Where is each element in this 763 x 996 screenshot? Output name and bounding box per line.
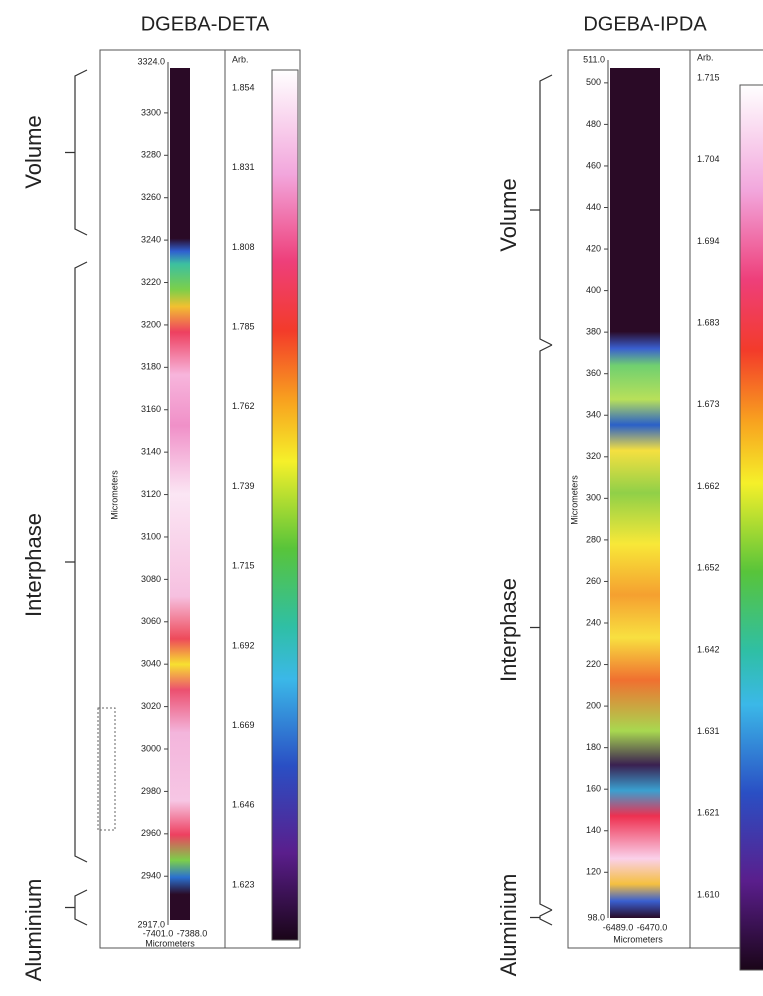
panel-title: DGEBA-IPDA: [583, 13, 707, 35]
x-tick-label: -6489.0: [603, 922, 634, 932]
colorbar-tick-label: 1.673: [697, 399, 720, 409]
y-tick-label: 140: [586, 825, 601, 835]
y-tick-label: 400: [586, 285, 601, 295]
region-label: Interphase: [21, 513, 46, 617]
x-axis-label: Micrometers: [145, 938, 195, 948]
colorbar-label: Arb.: [232, 54, 249, 64]
x-tick-label: -7401.0: [143, 928, 174, 938]
colorbar-tick-label: 1.692: [232, 640, 255, 650]
frame: [689, 49, 763, 949]
y-tick-label: 340: [586, 410, 601, 420]
y-axis-label: Micrometers: [109, 470, 119, 520]
y-tick-label: 3260: [141, 192, 161, 202]
y-tick-label: 260: [586, 576, 601, 586]
y-tick-label: 360: [586, 368, 601, 378]
y-tick-label: 320: [586, 451, 601, 461]
y-tick-label: 160: [586, 784, 601, 794]
y-tick-label: 420: [586, 243, 601, 253]
y-tick-label: 480: [586, 119, 601, 129]
region-label: Volume: [21, 115, 46, 188]
y-limit-bottom: 2917.0: [137, 919, 165, 929]
colorbar-tick-label: 1.642: [697, 644, 720, 654]
panel-title: DGEBA-DETA: [141, 13, 270, 35]
y-tick-label: 2940: [141, 871, 161, 881]
colorbar: [271, 69, 299, 941]
colorbar-tick-label: 1.694: [697, 236, 720, 246]
colorbar-label: Arb.: [697, 52, 714, 62]
frame: [224, 49, 301, 949]
colorbar-tick-label: 1.831: [232, 162, 255, 172]
y-tick-label: 3140: [141, 447, 161, 457]
colorbar-tick-label: 1.662: [697, 481, 720, 491]
y-axis-label: Micrometers: [569, 475, 579, 525]
x-axis-label: Micrometers: [613, 934, 663, 944]
colorbar-tick-label: 1.631: [697, 726, 720, 736]
y-tick-label: 200: [586, 700, 601, 710]
map-strip: [170, 68, 190, 920]
colorbar-tick-label: 1.854: [232, 82, 255, 92]
region-label: Interphase: [496, 578, 521, 682]
colorbar-tick-label: 1.715: [697, 72, 720, 82]
y-tick-label: 3060: [141, 616, 161, 626]
colorbar-tick-label: 1.704: [697, 154, 720, 164]
region-label: Aluminium: [21, 879, 46, 982]
colorbar-tick-label: 1.621: [697, 808, 720, 818]
colorbar-tick-label: 1.669: [232, 720, 255, 730]
x-tick-label: -7388.0: [177, 928, 208, 938]
y-tick-label: 3180: [141, 362, 161, 372]
selection-box: [97, 707, 116, 831]
y-tick-label: 3280: [141, 150, 161, 160]
region-bracket: [530, 909, 553, 926]
colorbar-tick-label: 1.610: [697, 889, 720, 899]
y-tick-label: 280: [586, 534, 601, 544]
y-tick-label: 220: [586, 659, 601, 669]
y-tick-label: 3240: [141, 234, 161, 244]
colorbar-tick-label: 1.683: [697, 317, 720, 327]
y-tick-label: 2980: [141, 786, 161, 796]
y-tick-label: 120: [586, 867, 601, 877]
region-bracket: [65, 261, 88, 863]
y-tick-label: 180: [586, 742, 601, 752]
y-tick-label: 3200: [141, 319, 161, 329]
y-tick-label: 3080: [141, 574, 161, 584]
map-strip: [610, 68, 660, 918]
y-tick-label: 3000: [141, 743, 161, 753]
y-limit-top: 511.0: [583, 54, 605, 64]
y-tick-label: 3160: [141, 404, 161, 414]
region-bracket: [65, 69, 88, 236]
colorbar-tick-label: 1.623: [232, 879, 255, 889]
region-label: Aluminium: [496, 874, 521, 977]
y-tick-label: 380: [586, 327, 601, 337]
y-tick-label: 240: [586, 617, 601, 627]
y-tick-label: 3040: [141, 659, 161, 669]
y-tick-label: 3300: [141, 107, 161, 117]
region-bracket: [65, 889, 88, 926]
region-label: Volume: [496, 178, 521, 251]
y-tick-label: 500: [586, 77, 601, 87]
colorbar-tick-label: 1.715: [232, 561, 255, 571]
y-tick-label: 3020: [141, 701, 161, 711]
y-tick-label: 460: [586, 160, 601, 170]
region-bracket: [530, 74, 553, 346]
colorbar-tick-label: 1.785: [232, 321, 255, 331]
colorbar: [739, 84, 763, 971]
colorbar-tick-label: 1.652: [697, 563, 720, 573]
y-tick-label: 3220: [141, 277, 161, 287]
y-tick-label: 3120: [141, 489, 161, 499]
colorbar-tick-label: 1.739: [232, 481, 255, 491]
y-tick-label: 440: [586, 202, 601, 212]
y-tick-label: 3100: [141, 531, 161, 541]
colorbar-tick-label: 1.762: [232, 401, 255, 411]
y-tick-label: 2960: [141, 828, 161, 838]
colorbar-tick-label: 1.808: [232, 242, 255, 252]
x-tick-label: -6470.0: [637, 922, 668, 932]
y-tick-label: 300: [586, 493, 601, 503]
colorbar-tick-label: 1.646: [232, 800, 255, 810]
region-bracket: [530, 344, 553, 911]
y-limit-top: 3324.0: [137, 56, 165, 66]
y-limit-bottom: 98.0: [587, 912, 605, 922]
